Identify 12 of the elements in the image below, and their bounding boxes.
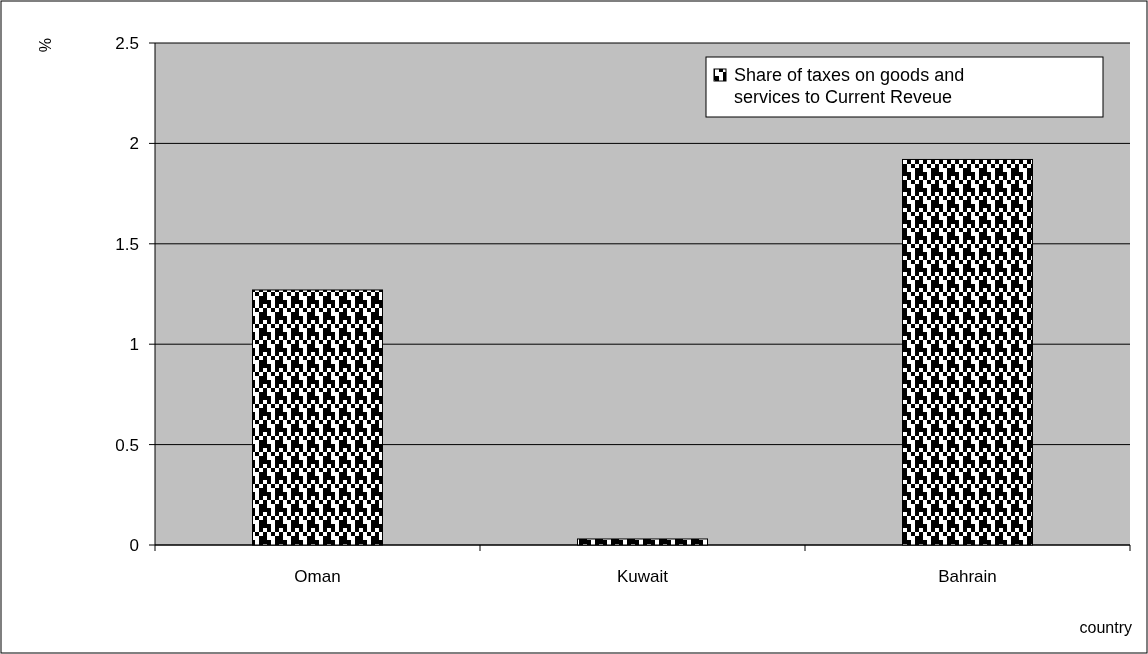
x-tick-label: Bahrain bbox=[938, 567, 997, 586]
y-tick-label: 1 bbox=[129, 335, 139, 355]
x-tick-label: Oman bbox=[294, 567, 341, 586]
x-tick-label: Kuwait bbox=[616, 567, 669, 586]
y-tick-label: 0 bbox=[129, 535, 139, 555]
y-tick-label: 1.5 bbox=[115, 234, 139, 254]
y-tick-label: 2.5 bbox=[115, 33, 139, 53]
x-axis-title: country bbox=[1079, 619, 1132, 636]
legend-label: Share of taxes on goods and services to Current Reveue bbox=[734, 65, 965, 107]
y-tick-label: 2 bbox=[129, 134, 139, 154]
y-tick-label: 0.5 bbox=[115, 435, 139, 455]
y-axis-title: % bbox=[36, 37, 54, 53]
